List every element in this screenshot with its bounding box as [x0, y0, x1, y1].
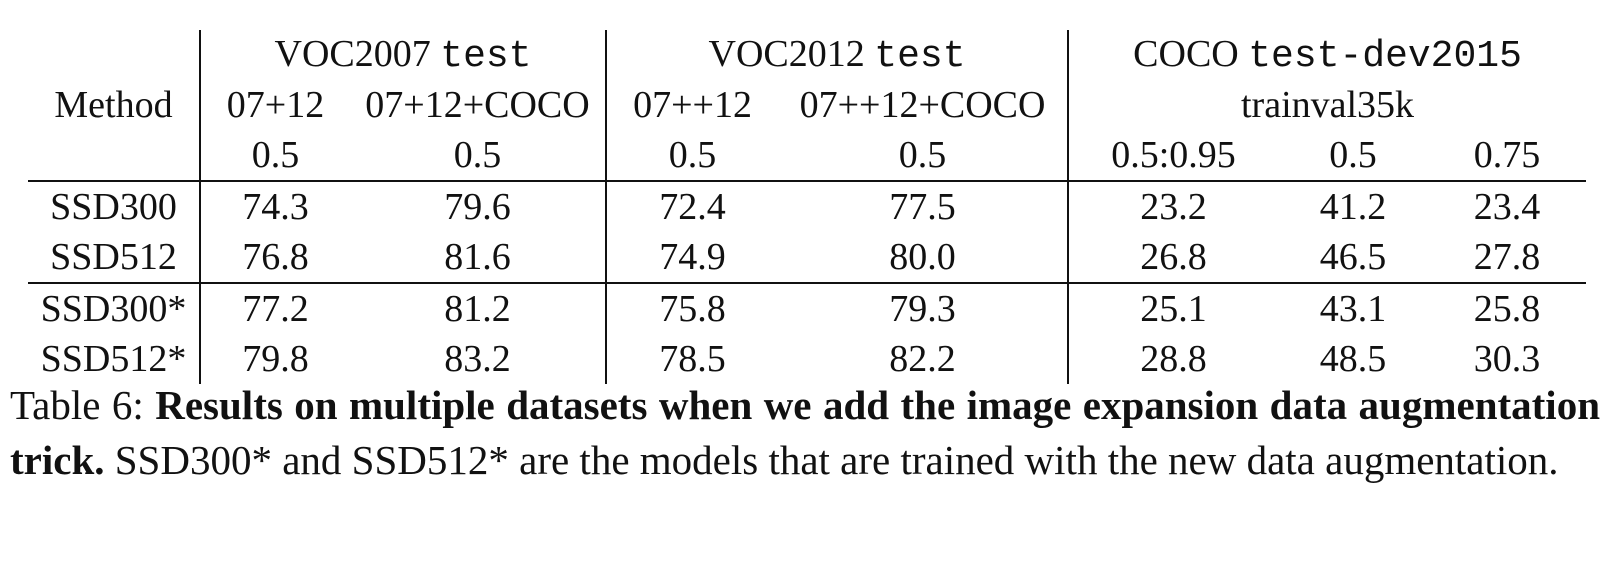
- table-row: SSD512* 79.8 83.2 78.5 82.2 28.8 48.5 30…: [28, 334, 1586, 384]
- value-cell: 41.2: [1278, 180, 1429, 232]
- value-cell: 72.4: [606, 180, 779, 232]
- trainset-header: 07+12+COCO: [350, 80, 608, 130]
- table-row: SSD512 76.8 81.6 74.9 80.0 26.8 46.5 27.…: [28, 232, 1586, 283]
- value-cell-best: 83.2: [350, 334, 608, 384]
- value-cell: 80.0: [778, 232, 1070, 283]
- dataset-name: VOC2007: [274, 32, 431, 75]
- value-cell: 75.8: [606, 282, 779, 334]
- method-header: Method: [28, 80, 201, 130]
- value-cell: 43.1: [1278, 282, 1429, 334]
- dataset-split: test: [440, 34, 532, 78]
- value-cell: 76.8: [242, 236, 309, 278]
- iou-header: 0.5: [668, 134, 717, 176]
- dataset-name: COCO: [1133, 32, 1239, 75]
- table-row: SSD300* 77.2 81.2 75.8 79.3 25.1 43.1 25…: [28, 282, 1587, 334]
- iou-header: 0.5:0.95: [1111, 134, 1236, 176]
- dataset-header-voc2007: VOC2007 test: [200, 30, 608, 80]
- caption-bold-text: Results on multiple datasets when we add…: [10, 382, 1600, 483]
- results-table-container: VOC2007 test VOC2012 test COCO test-dev2…: [28, 30, 1588, 384]
- results-table: VOC2007 test VOC2012 test COCO test-dev2…: [28, 30, 1587, 384]
- method-cell: SSD300: [28, 180, 201, 232]
- trainset-header: 07+12: [226, 84, 325, 126]
- table-row: SSD300 74.3 79.6 72.4 77.5 23.2 41.2 23.…: [28, 180, 1587, 232]
- value-cell: 23.4: [1428, 180, 1587, 232]
- method-cell: SSD300*: [28, 282, 201, 334]
- value-cell-best: 78.5: [659, 338, 726, 380]
- header-row-trainsets: Method 07+12 07+12+COCO 07++12 07++12+CO…: [28, 80, 1586, 130]
- method-header-spacer: [28, 30, 201, 80]
- trainset-header: 07++12+COCO: [778, 80, 1070, 130]
- value-cell: 74.9: [659, 236, 726, 278]
- caption-label: Table 6:: [10, 382, 156, 428]
- iou-header: 0.75: [1473, 134, 1541, 176]
- value-cell: 27.8: [1473, 236, 1541, 278]
- header-row-iou: 0.5 0.5 0.5 0.5 0.5:0.95 0.5 0.75: [28, 130, 1586, 181]
- header-row-datasets: VOC2007 test VOC2012 test COCO test-dev2…: [28, 30, 1586, 80]
- value-cell: 81.6: [350, 232, 608, 283]
- value-cell-best: 82.2: [778, 334, 1070, 384]
- value-cell: 46.5: [1319, 236, 1387, 278]
- method-cell: SSD512: [28, 232, 201, 283]
- value-cell: 79.6: [350, 180, 608, 232]
- value-cell-best: 48.5: [1319, 338, 1387, 380]
- iou-header: 0.5: [251, 134, 300, 176]
- value-cell-best: 28.8: [1140, 338, 1207, 380]
- iou-header: 0.5: [1329, 134, 1377, 176]
- value-cell: 23.2: [1068, 180, 1279, 232]
- value-cell: 74.3: [200, 180, 350, 232]
- value-cell: 25.8: [1428, 282, 1587, 334]
- dataset-split: test: [874, 34, 966, 78]
- iou-header: 0.5: [350, 130, 608, 181]
- value-cell: 81.2: [350, 282, 608, 334]
- method-cell: SSD512*: [28, 334, 201, 384]
- value-cell: 77.5: [778, 180, 1070, 232]
- table-caption: Table 6: Results on multiple datasets wh…: [10, 378, 1600, 488]
- caption-text: SSD300* and SSD512* are the models that …: [104, 437, 1559, 483]
- value-cell: 79.3: [778, 282, 1070, 334]
- iou-header: 0.5: [778, 130, 1070, 181]
- value-cell-best: 79.8: [242, 338, 309, 380]
- value-cell: 77.2: [200, 282, 350, 334]
- value-cell: 25.1: [1068, 282, 1279, 334]
- value-cell: 26.8: [1140, 236, 1207, 278]
- dataset-header-voc2012: VOC2012 test: [606, 30, 1070, 80]
- trainset-header: trainval35k: [1241, 84, 1415, 126]
- value-cell-best: 30.3: [1473, 338, 1541, 380]
- dataset-split: test-dev2015: [1248, 34, 1522, 78]
- dataset-name: VOC2012: [708, 32, 865, 75]
- method-header-spacer: [28, 130, 201, 181]
- trainset-header: 07++12: [633, 84, 752, 126]
- dataset-header-coco: COCO test-dev2015: [1068, 30, 1586, 80]
